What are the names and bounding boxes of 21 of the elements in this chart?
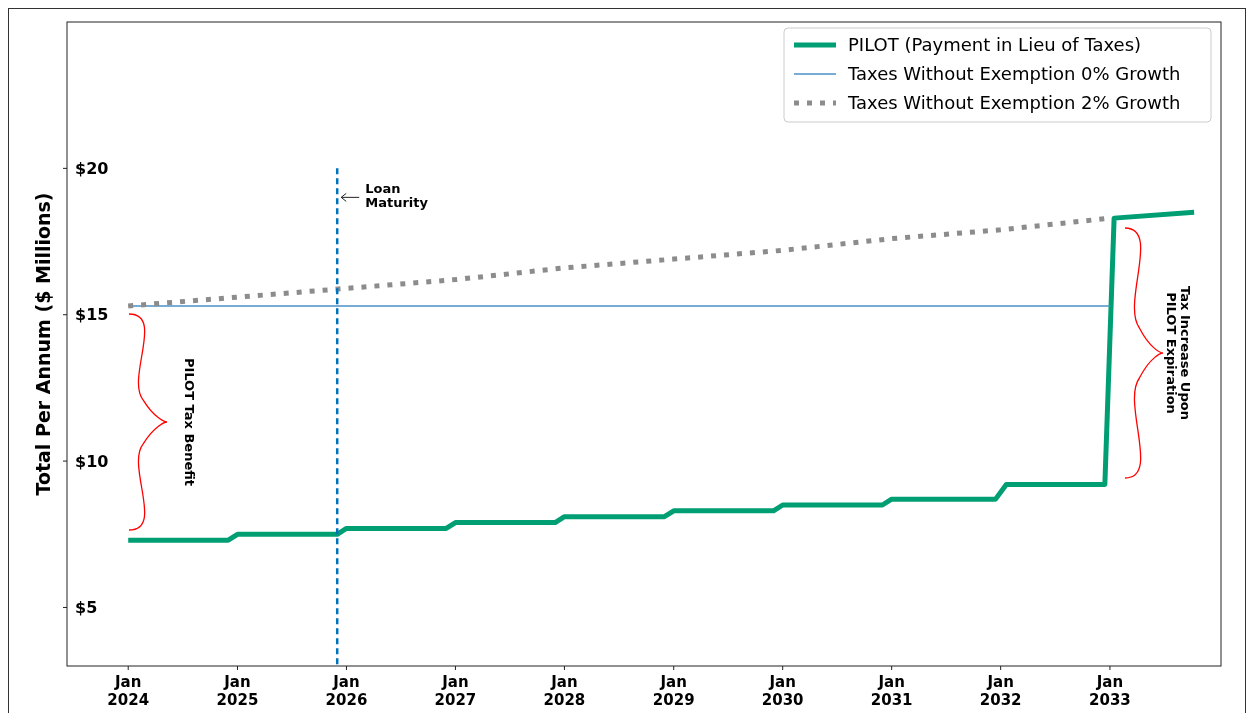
x-tick-label: Jan 2025: [216, 673, 259, 709]
ref-line-label: Loan Maturity: [365, 181, 429, 211]
x-tick-label: Jan 2029: [652, 673, 695, 709]
x-tick-label: Jan 2031: [870, 673, 913, 709]
x-tick-label: Jan 2033: [1089, 673, 1131, 709]
y-axis-title: Total Per Annum ($ Millions): [32, 192, 54, 496]
x-tick-label: Jan 2028: [543, 673, 586, 709]
y-tick-label: $20: [75, 158, 109, 178]
legend-label: Taxes Without Exemption 0% Growth: [847, 63, 1181, 85]
x-tick-label: Jan 2027: [434, 673, 477, 709]
y-tick-label: $5: [75, 598, 98, 618]
x-tick-label: Jan 2032: [979, 673, 1022, 709]
x-tick-label: Jan 2026: [325, 673, 368, 709]
y-tick-label: $10: [75, 451, 109, 471]
legend-label: Taxes Without Exemption 2% Growth: [847, 92, 1181, 114]
annotation: PILOT Tax Benefit: [182, 357, 197, 487]
x-tick-label: Jan 2030: [761, 673, 804, 709]
legend-label: PILOT (Payment in Lieu of Taxes): [848, 34, 1142, 56]
annotation: Tax Increase Upon PILOT Expiration: [1164, 286, 1193, 420]
y-tick-label: $15: [75, 305, 109, 325]
x-tick-label: Jan 2024: [107, 673, 150, 709]
